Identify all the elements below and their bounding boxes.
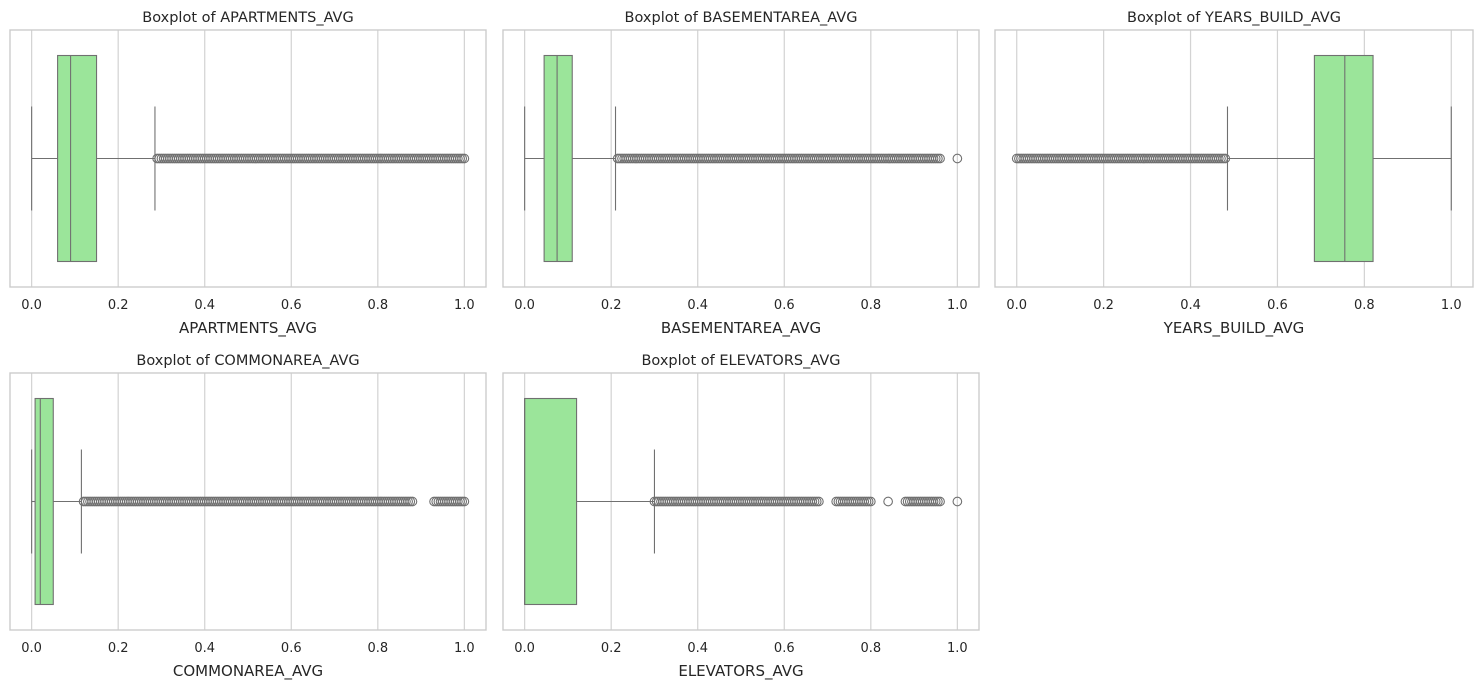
outlier-point [952, 496, 963, 507]
x-tick-label: 0.2 [1093, 298, 1114, 313]
x-tick-label: 0.0 [21, 641, 42, 656]
x-tick-label: 0.2 [601, 298, 622, 313]
x-tick-label: 1.0 [454, 298, 475, 313]
x-tick-label: 0.6 [1267, 298, 1288, 313]
axes-frame [502, 372, 980, 631]
outlier-point [865, 496, 876, 507]
x-tick-label: 0.2 [601, 641, 622, 656]
subplot-title: Boxplot of BASEMENTAREA_AVG [625, 10, 858, 26]
x-tick-label: 0.0 [514, 298, 535, 313]
x-tick-label: 0.6 [281, 298, 302, 313]
outlier-point [1220, 153, 1231, 164]
outlier-point [459, 496, 470, 507]
x-tick-label: 0.8 [367, 641, 388, 656]
iqr-box [57, 54, 98, 263]
subplot-title: Boxplot of YEARS_BUILD_AVG [1127, 10, 1341, 26]
outlier-point [459, 153, 470, 164]
x-tick-label: 0.4 [194, 298, 215, 313]
x-tick-label: 0.6 [281, 641, 302, 656]
x-tick-label: 1.0 [947, 298, 968, 313]
iqr-box [34, 397, 54, 606]
x-tick-label: 0.4 [1180, 298, 1201, 313]
x-tick-label: 0.8 [860, 641, 881, 656]
x-tick-label: 0.6 [774, 641, 795, 656]
iqr-box [524, 397, 578, 606]
x-axis-label: ELEVATORS_AVG [678, 662, 803, 681]
outlier-point [883, 496, 893, 507]
x-tick-label: 0.8 [860, 298, 881, 313]
x-tick-label: 0.8 [1354, 298, 1375, 313]
outlier-point [935, 153, 945, 164]
subplot-title: Boxplot of APARTMENTS_AVG [142, 10, 353, 26]
x-tick-label: 0.4 [687, 641, 708, 656]
x-tick-label: 1.0 [947, 641, 968, 656]
x-axis-label: YEARS_BUILD_AVG [1163, 319, 1305, 338]
x-tick-label: 0.8 [367, 298, 388, 313]
x-axis-label: APARTMENTS_AVG [179, 319, 317, 338]
x-tick-label: 1.0 [1441, 298, 1462, 313]
x-tick-label: 1.0 [454, 641, 475, 656]
x-tick-label: 0.0 [514, 641, 535, 656]
x-tick-label: 0.4 [194, 641, 215, 656]
x-tick-label: 0.0 [21, 298, 42, 313]
axes-frame [9, 29, 487, 288]
axes-frame [994, 29, 1474, 288]
x-axis-label: BASEMENTAREA_AVG [661, 319, 821, 338]
subplot-5: 0.0 0.2 0.4 0.6 0.8 1.0 Boxplot of ELEVATORS_A… [502, 353, 980, 681]
outlier-point [814, 496, 824, 507]
iqr-box [543, 54, 573, 263]
subplot-2: 0.0 0.2 0.4 0.6 0.8 1.0 Boxplot of BASEMENTARE… [502, 10, 980, 338]
x-tick-label: 0.2 [108, 641, 129, 656]
x-tick-label: 0.6 [774, 298, 795, 313]
x-tick-label: 0.2 [108, 298, 129, 313]
axes-frame [502, 29, 980, 288]
outlier-point [952, 153, 963, 164]
subplot-title: Boxplot of ELEVATORS_AVG [641, 353, 840, 369]
x-axis-label: COMMONAREA_AVG [173, 662, 323, 681]
x-tick-label: 0.4 [687, 298, 708, 313]
axes-frame [9, 372, 487, 631]
subplot-title: Boxplot of COMMONAREA_AVG [136, 353, 359, 369]
outlier-point [407, 496, 418, 507]
subplot-3: 0.0 0.2 0.4 0.6 0.8 1.0 Boxplot of YEARS_BUILD… [994, 10, 1474, 338]
subplot-4: 0.0 0.2 0.4 0.6 0.8 1.0 Boxplot of COMMONAREA_… [9, 353, 487, 681]
x-tick-label: 0.0 [1006, 298, 1027, 313]
subplot-1: 0.0 0.2 0.4 0.6 0.8 1.0 Boxplot of APARTMENTS_… [9, 10, 487, 338]
outlier-point [935, 496, 945, 507]
iqr-box [1313, 54, 1374, 263]
